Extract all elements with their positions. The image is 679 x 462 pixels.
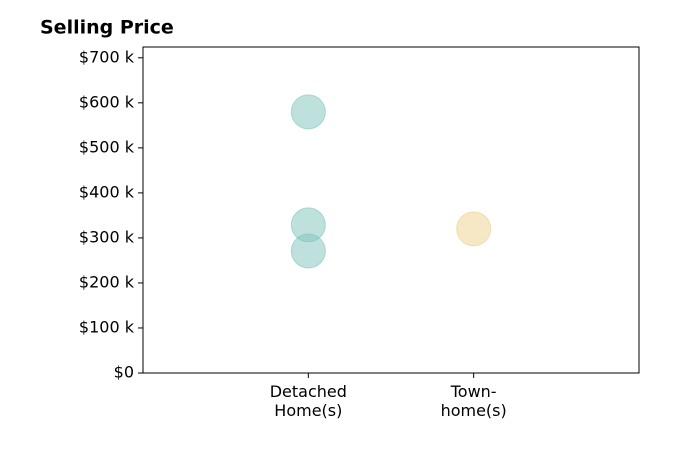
x-tick-label: Town-home(s) bbox=[441, 382, 507, 420]
y-tick-label: $200 k bbox=[79, 272, 135, 291]
y-tick-label: $600 k bbox=[79, 92, 135, 111]
plot-frame bbox=[142, 46, 640, 374]
y-tick-label: $400 k bbox=[79, 182, 135, 201]
y-tick-label: $500 k bbox=[79, 137, 135, 156]
point bbox=[456, 211, 492, 247]
y-tick-label: $700 k bbox=[79, 47, 135, 66]
point bbox=[290, 94, 326, 130]
y-tick-label: $100 k bbox=[79, 317, 135, 336]
x-tick-label: Detached Home(s) bbox=[270, 382, 347, 420]
y-tick-label: $0 bbox=[114, 363, 134, 382]
chart-title: Selling Price bbox=[40, 17, 174, 39]
point bbox=[290, 233, 326, 269]
y-tick-label: $300 k bbox=[79, 227, 135, 246]
